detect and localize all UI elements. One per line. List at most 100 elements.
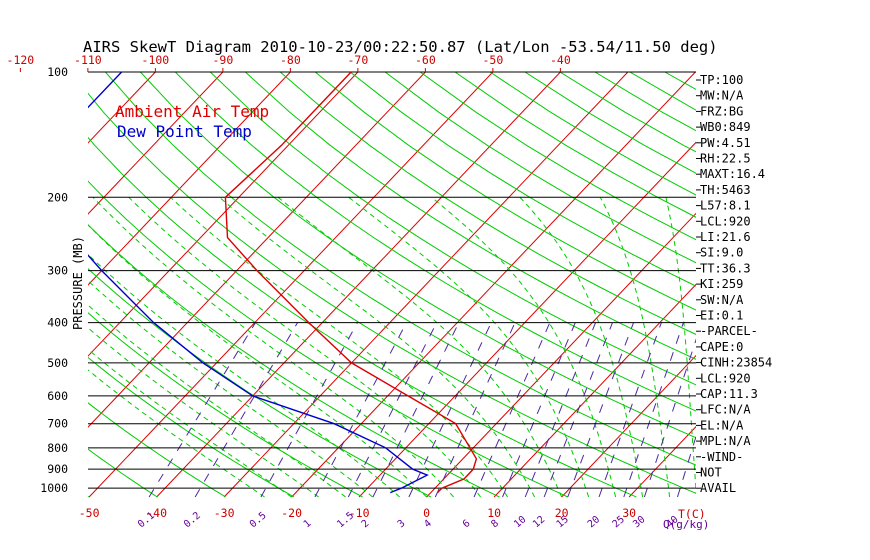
moist-adiabat-line xyxy=(128,196,481,498)
moist-adiabat-line xyxy=(277,196,563,498)
mixing-ratio-label: 0.2 xyxy=(182,510,203,530)
profile-lines xyxy=(88,72,478,494)
isotherm-line xyxy=(88,72,359,357)
index-label: TT:36.3 xyxy=(700,261,751,275)
dry-adiabat-line xyxy=(0,72,20,497)
bottom-temp-tick-label: -50 xyxy=(79,506,100,520)
bottom-temp-tick-label: 30 xyxy=(622,506,636,520)
index-label: TP:100 xyxy=(700,73,743,87)
mixing-ratio-line xyxy=(372,322,460,498)
top-temp-tick-label: -110 xyxy=(74,53,102,67)
top-temp-tick-label: -100 xyxy=(142,53,170,67)
mixing-ratio-line xyxy=(408,322,492,498)
index-label: WB0:849 xyxy=(700,120,751,134)
index-label: MPL:N/A xyxy=(700,434,751,448)
plot-grid xyxy=(0,72,870,498)
mixing-ratio-line xyxy=(502,322,576,498)
dry-adiabat-line xyxy=(88,402,226,498)
dry-adiabat-line xyxy=(349,72,696,287)
moist-adiabat-line xyxy=(88,348,292,498)
bottom-temp-tick-label: 10 xyxy=(487,506,501,520)
moist-adiabat-line xyxy=(348,196,590,498)
index-label: CAP:11.3 xyxy=(700,387,758,401)
index-label: NOT xyxy=(700,466,722,480)
stability-indices-panel: TP:100MW:N/AFRZ:BGWB0:849PW:4.51RH:22.5M… xyxy=(696,73,772,495)
isotherm-line xyxy=(156,72,561,498)
index-label: MAXT:16.4 xyxy=(700,167,765,181)
pressure-tick-label: 1000 xyxy=(40,481,68,495)
mixing-ratio-label: 0.5 xyxy=(248,510,269,530)
isotherm-line xyxy=(88,72,494,498)
index-label: L57:8.1 xyxy=(700,199,751,213)
index-label: LCL:920 xyxy=(700,214,751,228)
legend-ambient-air-temp: Ambient Air Temp xyxy=(115,102,269,121)
top-temp-tick-label: -120 xyxy=(7,53,35,67)
pressure-tick-label: 500 xyxy=(47,356,68,370)
isotherm-line xyxy=(223,72,629,498)
index-label: CINH:23854 xyxy=(700,356,772,370)
dry-adiabat-line xyxy=(489,72,696,196)
moist-adiabat-line xyxy=(88,369,265,498)
dry-adiabat-line xyxy=(454,72,696,218)
moist-adiabat-line xyxy=(88,304,346,498)
dry-adiabat-line xyxy=(88,312,363,498)
mixing-ratio-label: 12 xyxy=(531,514,547,530)
mixing-ratio-line xyxy=(543,322,613,498)
pressure-tick-label: 300 xyxy=(47,264,68,278)
mixing-ratio-line xyxy=(567,322,635,498)
index-label: EI:0.1 xyxy=(700,309,743,323)
mixing-ratio-label: 8 xyxy=(489,518,501,530)
bottom-temp-tick-label: -30 xyxy=(214,506,235,520)
mixing-ratio-line xyxy=(434,322,516,498)
isobar-lines xyxy=(88,71,696,489)
mixing-ratio-line xyxy=(347,322,438,498)
isotherm-line xyxy=(88,72,426,428)
moist-adiabat-line xyxy=(519,196,644,498)
index-label: -WIND- xyxy=(700,450,743,464)
moist-adiabat-line xyxy=(92,196,454,498)
top-temp-tick-label: -40 xyxy=(550,53,571,67)
index-label: PW:4.51 xyxy=(700,136,751,150)
index-label: MW:N/A xyxy=(700,89,744,103)
bottom-temp-tick-label: -10 xyxy=(349,506,370,520)
pressure-tick-label: 600 xyxy=(47,389,68,403)
pressure-tick-label: 200 xyxy=(47,190,68,204)
mixing-ratio-line xyxy=(314,322,407,498)
pressure-tick-label: 100 xyxy=(47,65,68,79)
isotherm-line xyxy=(426,212,696,498)
moist-adiabat-line xyxy=(88,224,427,498)
moist-adiabat-line xyxy=(88,280,373,498)
moist-adiabat-line xyxy=(170,196,509,498)
mixing-ratio-line xyxy=(524,322,597,498)
mixing-ratio-line xyxy=(473,322,551,498)
index-label: CAPE:0 xyxy=(700,340,743,354)
chart-title: AIRS SkewT Diagram 2010-10-23/00:22:50.8… xyxy=(83,38,718,56)
index-label: KI:259 xyxy=(700,277,743,291)
index-label: RH:22.5 xyxy=(700,152,751,166)
isotherm-line xyxy=(832,72,870,497)
bottom-temp-tick-label: 20 xyxy=(555,506,569,520)
top-temp-tick-label: -50 xyxy=(482,53,503,67)
isotherm-line xyxy=(0,72,20,497)
isotherm-line xyxy=(291,72,696,498)
mixing-ratio-unit: Q(g/kg) xyxy=(663,518,709,531)
dry-adiabat-line xyxy=(105,72,696,466)
isotherm-line xyxy=(764,72,870,497)
index-label: AVAIL xyxy=(700,481,736,495)
mixing-ratio-label: 6 xyxy=(461,518,473,530)
pressure-tick-label: 800 xyxy=(47,441,68,455)
bottom-temp-tick-label: -20 xyxy=(281,506,302,520)
index-label: SW:N/A xyxy=(700,293,744,307)
top-temp-tick-label: -60 xyxy=(415,53,436,67)
moist-adiabat-line xyxy=(599,197,671,498)
top-temp-tick-label: -80 xyxy=(280,53,301,67)
mixing-ratio-line xyxy=(194,322,298,498)
index-label: LCL:920 xyxy=(700,371,751,385)
dry-adiabat-line xyxy=(88,92,696,494)
dry-adiabat-line xyxy=(88,448,158,498)
pressure-tick-label: 900 xyxy=(47,462,68,476)
index-label: -PARCEL- xyxy=(700,324,758,338)
index-label: EL:N/A xyxy=(700,418,744,432)
dry-adiabat-line xyxy=(174,72,696,412)
legend-dew-point-temp: Dew Point Temp xyxy=(117,122,252,141)
